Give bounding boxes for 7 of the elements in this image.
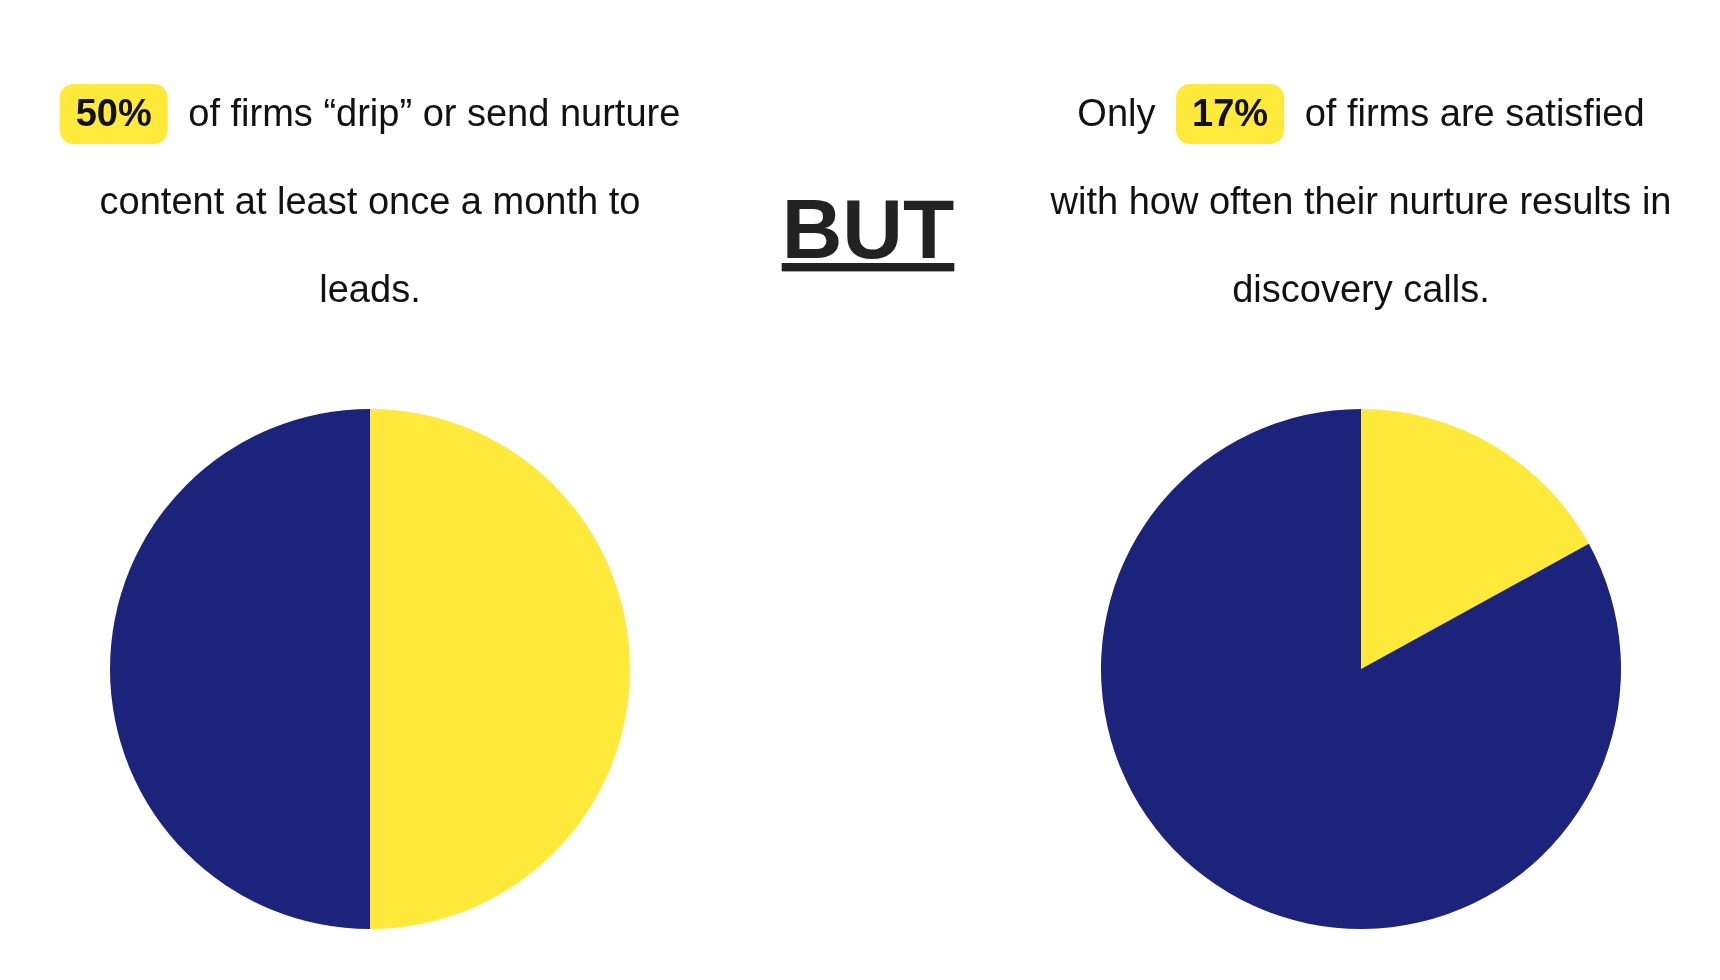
pie-slice: [370, 409, 630, 929]
chart-title: 50% of firms “drip” or send nurture content at least once a month to leads.: [75, 92, 681, 310]
chart-title: Only 17% of firms are satisfied with how often their nurture results in discovery calls.: [1050, 92, 1672, 310]
pie-slice: [1361, 409, 1589, 669]
pie-slice: [1101, 409, 1621, 929]
pie-slice: [110, 409, 370, 929]
text: BUT: [781, 182, 955, 276]
